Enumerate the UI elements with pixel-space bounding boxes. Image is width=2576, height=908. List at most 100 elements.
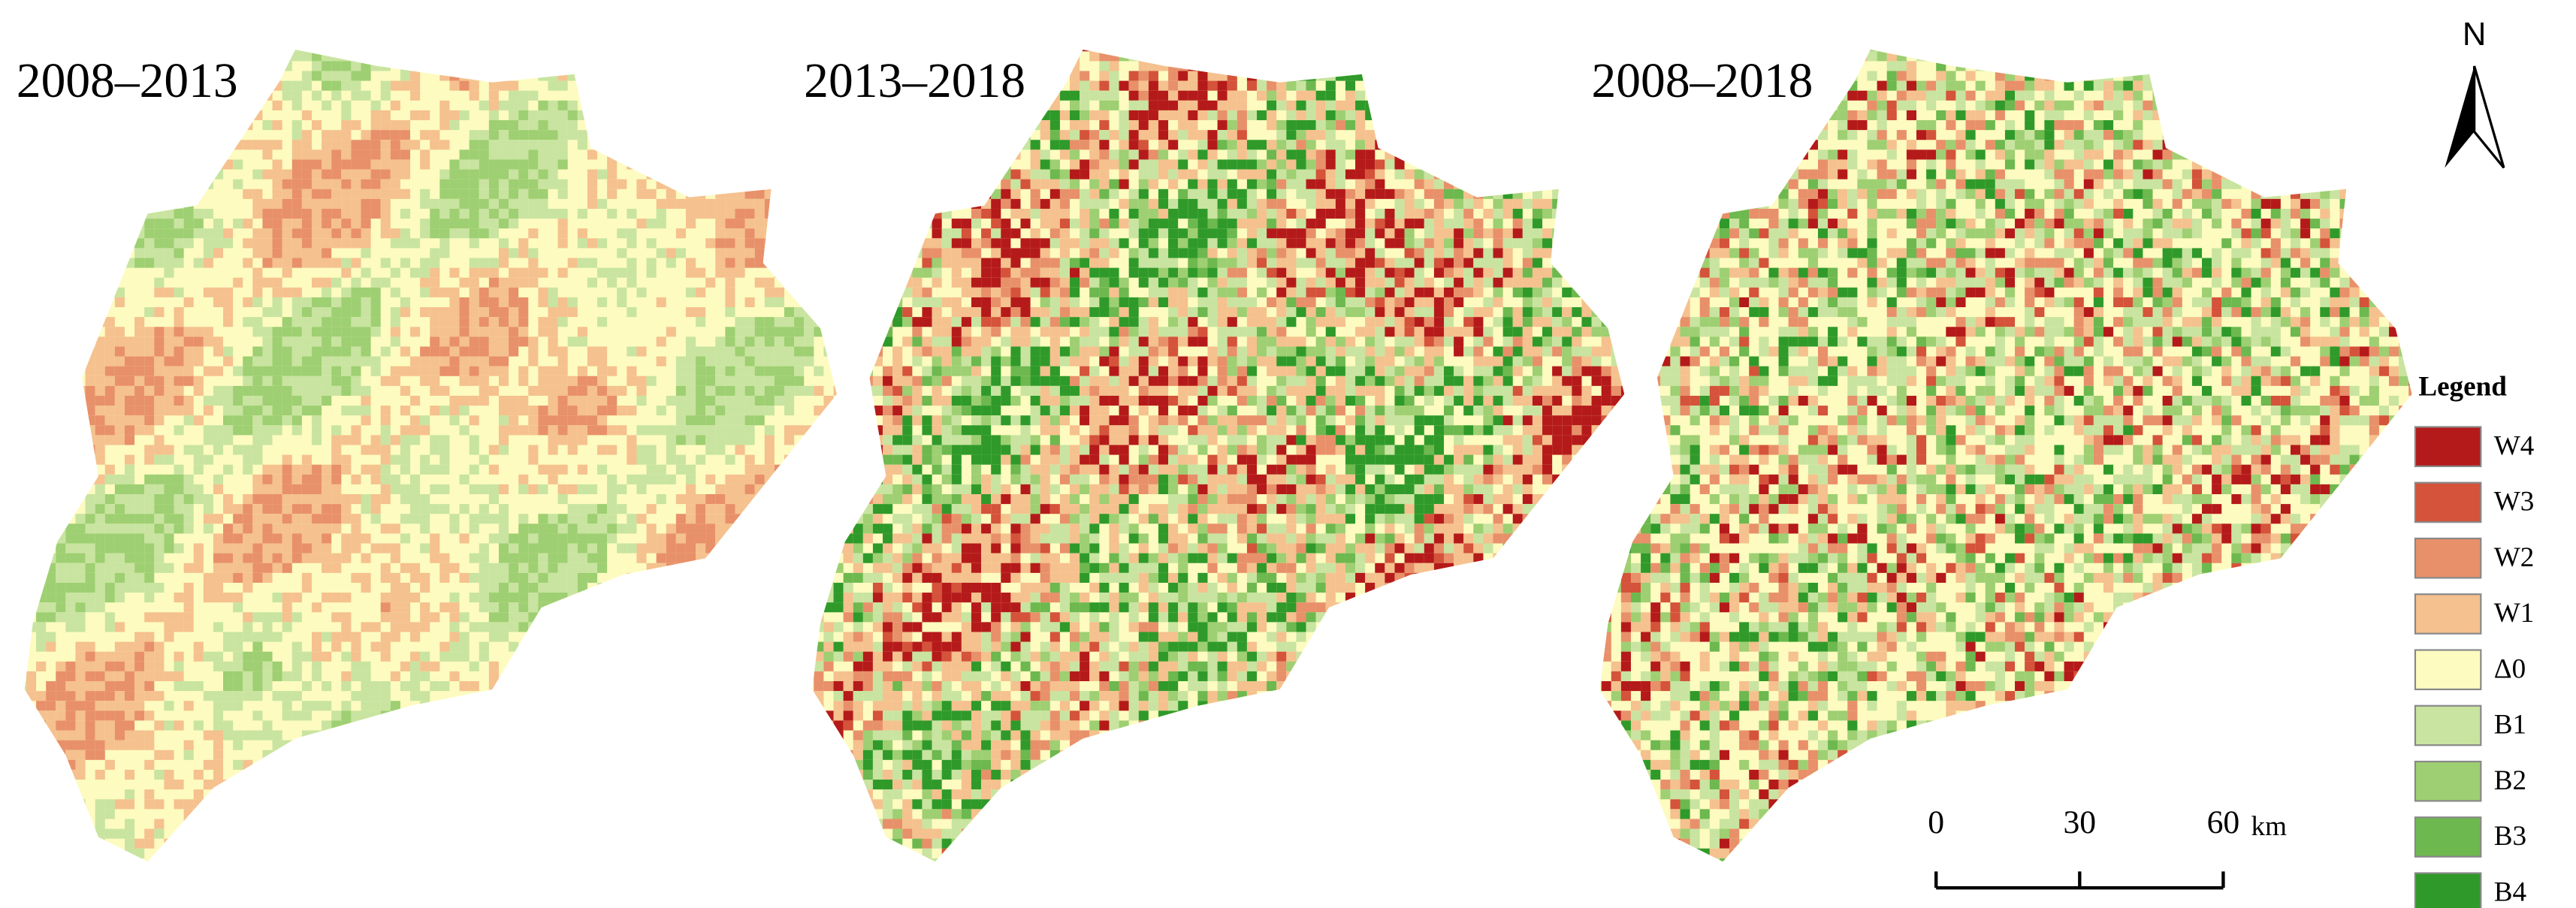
pixel [223,425,234,436]
pixel [656,730,666,741]
pixel [439,140,450,150]
pixel [557,750,568,760]
pixel [380,543,391,554]
pixel [557,828,568,839]
pixel [696,189,706,199]
pixel [75,543,86,554]
pixel [400,809,411,819]
pixel [853,110,863,121]
pixel [577,572,587,583]
pixel [85,858,95,862]
pixel [144,307,155,318]
pixel [735,602,745,613]
pixel [351,376,361,386]
pixel [459,307,470,318]
pixel [213,228,224,239]
pixel [380,602,391,613]
pixel [577,819,587,829]
pixel [479,759,489,770]
pixel [380,563,391,573]
pixel [322,258,332,268]
pixel [528,750,539,760]
pixel [272,425,282,436]
pixel [449,120,460,131]
pixel [26,159,37,170]
pixel [528,159,539,170]
pixel [361,50,371,52]
pixel [46,130,56,140]
pixel [744,317,755,327]
pixel [390,366,400,376]
pixel [1433,71,1444,81]
pixel [607,868,617,878]
pixel [331,140,342,150]
pixel [24,415,26,426]
pixel [322,228,332,239]
pixel [95,671,105,681]
pixel [459,356,470,367]
pixel [528,858,539,862]
pixel [488,71,499,81]
pixel [301,385,312,396]
pixel [685,307,696,318]
pixel [567,838,578,849]
pixel [607,71,618,81]
pixel [439,179,450,189]
pixel [282,228,292,239]
pixel [154,582,165,593]
pixel [479,179,489,189]
pixel [557,523,568,534]
pixel [390,51,400,62]
pixel [24,327,26,337]
pixel [784,110,795,121]
pixel [735,248,745,258]
pixel [361,61,371,71]
pixel [1502,100,1513,110]
pixel [282,317,292,327]
pixel [744,149,755,160]
pixel [735,327,745,337]
pixel [666,868,676,878]
pixel [548,680,558,692]
pixel [213,572,224,583]
pixel [282,484,292,495]
pixel [341,159,352,170]
pixel [725,563,735,573]
pixel [528,484,539,495]
pixel [469,680,479,692]
pixel [617,632,627,642]
map-panel: 2013–2018 [804,50,1625,862]
pixel [134,838,145,849]
pixel [744,632,755,642]
pixel [764,543,775,554]
pixel [725,287,735,297]
pixel [291,740,302,750]
pixel [439,385,450,396]
pixel [459,61,470,71]
pixel [705,61,716,71]
pixel [1070,90,1080,101]
pixel [488,671,499,681]
pixel [203,780,213,790]
pixel [223,661,234,671]
pixel [725,208,735,219]
pixel [518,50,529,52]
pixel [509,267,519,278]
pixel [400,120,411,131]
pixel [410,484,421,495]
pixel [744,572,755,583]
pixel [272,838,282,849]
pixel [322,140,332,150]
pixel [174,356,184,367]
pixel [124,691,135,701]
pixel [400,533,411,544]
pixel [213,710,224,721]
pixel [538,366,548,376]
pixel [804,632,814,642]
pixel [705,208,716,219]
pixel [627,572,637,583]
pixel [174,140,184,150]
pixel [784,474,795,484]
pixel [764,327,775,337]
pixel [65,179,76,189]
